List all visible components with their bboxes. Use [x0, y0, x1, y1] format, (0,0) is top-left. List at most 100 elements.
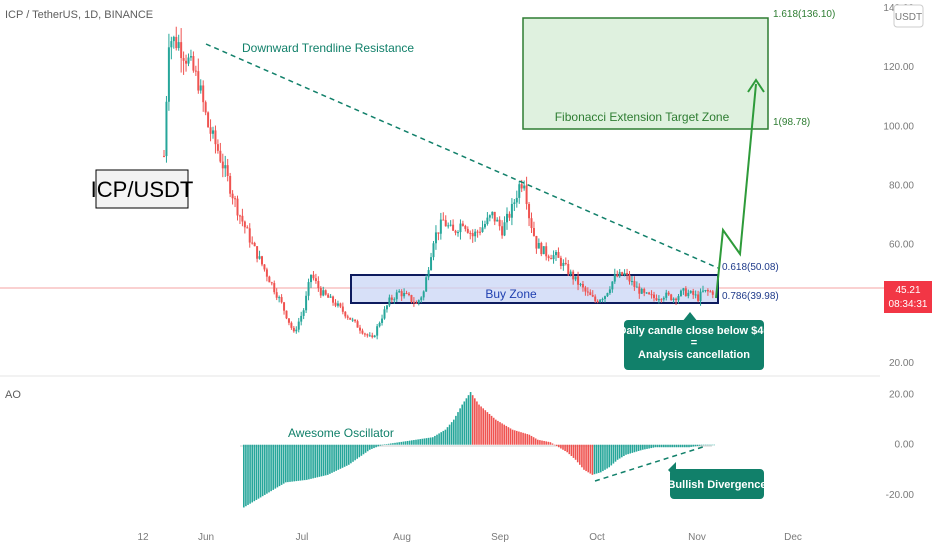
candle-body — [581, 283, 584, 288]
ao-bar — [385, 444, 388, 445]
ao-bar — [266, 444, 268, 494]
ao-annotation: Awesome Oscillator — [288, 426, 394, 440]
candle-body — [393, 299, 396, 301]
ao-bar — [564, 444, 566, 451]
candle-body — [640, 288, 643, 294]
candle-body — [165, 101, 168, 157]
candle-body — [432, 243, 435, 258]
candle-body — [684, 288, 687, 297]
candle-body — [579, 283, 582, 285]
candle-body — [606, 293, 609, 297]
ao-bar — [459, 408, 461, 445]
ao-bar — [669, 444, 671, 448]
ao-bar — [530, 435, 533, 445]
price-badge-value: 45.21 — [895, 285, 920, 296]
candle-body — [481, 227, 484, 232]
time-tick-label: Aug — [393, 532, 411, 543]
currency-badge[interactable] — [893, 4, 924, 28]
ao-bar — [581, 444, 583, 468]
candle-body — [356, 321, 359, 328]
ao-histogram — [243, 392, 715, 508]
candle-body — [359, 327, 361, 331]
candle-body — [278, 297, 281, 299]
candle-body — [532, 228, 535, 236]
candle-body — [319, 288, 322, 296]
candle-body — [430, 257, 433, 271]
candle-body — [633, 281, 636, 287]
ao-bar — [639, 444, 642, 451]
ao-bar — [371, 444, 373, 449]
candle-body — [253, 242, 256, 247]
candle-body — [241, 215, 244, 222]
ao-bar — [352, 444, 354, 462]
price-tick-label: 20.00 — [889, 358, 914, 369]
ao-bar — [387, 443, 390, 445]
candle-body — [405, 293, 408, 295]
candle-body — [180, 42, 183, 59]
candle-body — [192, 56, 195, 71]
candle-body — [711, 291, 714, 295]
candle-body — [530, 218, 533, 229]
ao-bar — [251, 444, 253, 503]
candle-body — [535, 235, 538, 249]
ao-bar — [295, 444, 298, 482]
ao-bar — [331, 444, 333, 473]
ao-bar — [457, 412, 459, 445]
candle-body — [608, 289, 611, 294]
ao-bar — [618, 444, 621, 459]
time-tick-label: Jul — [296, 532, 309, 543]
candle-body — [263, 264, 266, 270]
candle-body — [202, 85, 205, 103]
ao-bar — [463, 401, 466, 445]
candle-body — [270, 282, 273, 284]
ao-bar — [633, 444, 636, 453]
ao-bar — [259, 444, 262, 498]
ao-bar — [623, 444, 625, 457]
candle-body — [626, 273, 629, 275]
ao-bar — [696, 444, 699, 446]
ao-bar — [570, 444, 573, 457]
ao-bar — [551, 443, 554, 445]
ao-bar — [522, 432, 524, 445]
ao-bar — [579, 444, 581, 465]
ao-bar — [675, 444, 678, 448]
price-tick-label: 80.00 — [889, 181, 914, 192]
ao-bar — [656, 444, 659, 448]
candle-body — [163, 155, 165, 157]
ao-bar — [646, 444, 648, 449]
ao-bar — [381, 444, 384, 446]
ao-bar — [396, 442, 398, 445]
ao-bar — [366, 444, 369, 452]
ao-bar — [679, 444, 682, 448]
ao-bar — [308, 444, 310, 480]
ao-bar — [318, 444, 321, 477]
ao-bar — [446, 427, 449, 445]
ao-bar — [602, 444, 604, 472]
candle-body — [474, 231, 477, 237]
candle-body — [618, 272, 621, 277]
ao-bar — [465, 398, 468, 445]
ao-bar — [333, 444, 335, 472]
candle-body — [506, 213, 508, 223]
candle-body — [476, 231, 479, 233]
currency-badge-label: USDT — [895, 12, 922, 23]
ao-bar — [677, 444, 680, 448]
candle-body — [368, 335, 371, 337]
candle-body — [285, 310, 288, 319]
ao-bar — [411, 440, 413, 445]
candle-body — [371, 335, 374, 338]
candle-body — [449, 224, 452, 226]
candle-body — [425, 277, 428, 292]
candle-body — [189, 56, 192, 58]
candle-body — [525, 185, 528, 205]
candle-body — [273, 283, 276, 293]
ao-bar — [400, 441, 403, 445]
ao-bar — [306, 444, 308, 480]
candle-body — [574, 276, 577, 280]
ao-bar — [528, 434, 531, 445]
ao-bar — [245, 444, 247, 507]
ao-bar — [402, 441, 405, 445]
candle-body — [212, 130, 214, 134]
downward-trendline — [205, 43, 719, 269]
ao-bar — [436, 434, 438, 445]
